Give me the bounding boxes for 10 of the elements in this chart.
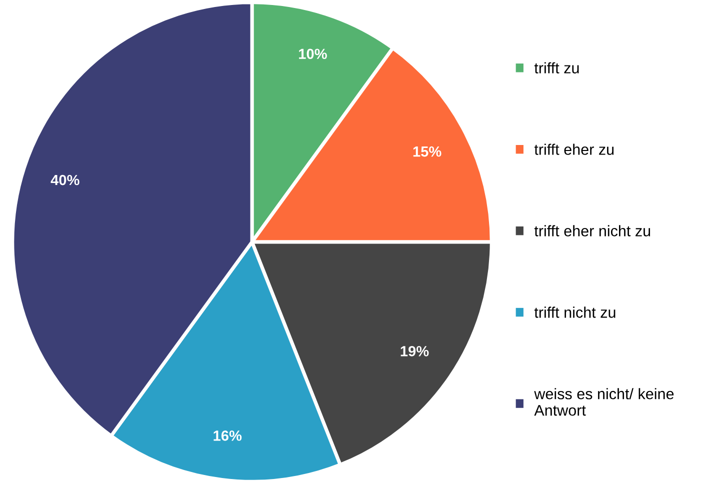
data-label: 19% <box>400 346 429 356</box>
legend-label: weiss es nicht/ keine Antwort <box>534 388 674 416</box>
data-label: 40% <box>50 174 80 186</box>
legend-label: trifft eher nicht zu <box>534 225 650 236</box>
legend-label: trifft nicht zu <box>534 306 616 318</box>
legend-label: trifft zu <box>534 62 579 74</box>
data-label: 16% <box>214 430 242 441</box>
data-label: 15% <box>413 146 442 157</box>
legend-label: trifft eher zu <box>534 144 614 155</box>
data-label: 10% <box>299 48 327 60</box>
